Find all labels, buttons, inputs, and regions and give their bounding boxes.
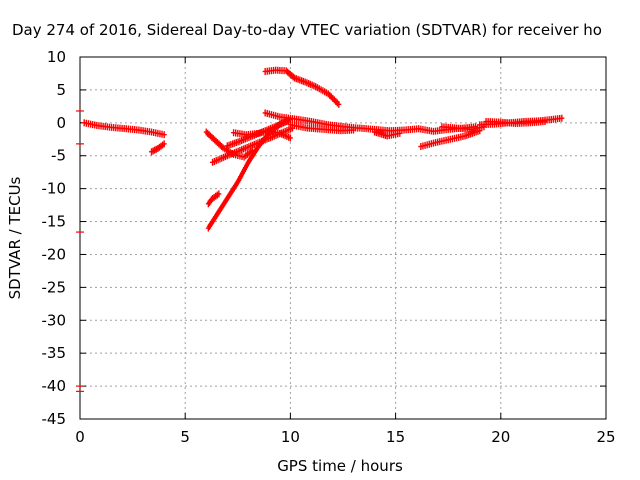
y-tick-label: -40 <box>42 377 67 395</box>
y-axis-title: SDTVAR / TECUs <box>6 176 24 299</box>
data-point <box>287 134 293 142</box>
y-tick-label: -35 <box>42 344 67 362</box>
error-bars <box>76 110 84 392</box>
x-tick-label: 5 <box>180 428 190 446</box>
y-tick-label: -20 <box>42 245 67 263</box>
y-tick-label: -25 <box>42 278 67 296</box>
y-tick-label: 0 <box>56 114 66 132</box>
y-tick-label: -10 <box>42 180 67 198</box>
data-point <box>542 118 548 126</box>
data-point <box>336 100 342 108</box>
data-point <box>559 114 565 122</box>
x-tick-label: 20 <box>491 428 510 446</box>
x-tick-label: 0 <box>75 428 85 446</box>
data-point <box>161 140 167 148</box>
y-tick-label: -15 <box>42 213 67 231</box>
data-points <box>81 66 565 232</box>
y-tick-label: 10 <box>47 48 66 66</box>
x-tick-label: 25 <box>596 428 615 446</box>
data-point <box>397 129 403 137</box>
y-tick-label: -30 <box>42 311 67 329</box>
grid-lines <box>80 57 606 419</box>
y-tick-label: -45 <box>42 410 67 428</box>
axis-ticks: 0 5 10 15 20 25 10 5 0 -5 -10 -15 -20 -25 -30 -35 -40 -45 <box>42 48 616 446</box>
data-point <box>351 126 357 134</box>
plot-area-frame <box>79 56 607 420</box>
chart-title: Day 274 of 2016, Sidereal Day-to-day VTE… <box>12 21 602 39</box>
y-tick-label: -5 <box>51 147 66 165</box>
x-axis-title: GPS time / hours <box>277 457 403 475</box>
y-tick-label: 5 <box>56 81 66 99</box>
data-point <box>161 131 167 139</box>
x-tick-label: 15 <box>386 428 405 446</box>
x-tick-label: 10 <box>281 428 300 446</box>
data-point <box>216 190 222 198</box>
